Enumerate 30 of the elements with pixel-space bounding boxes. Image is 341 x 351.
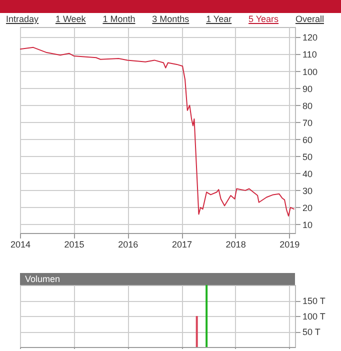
y-tick-label: 20	[302, 202, 313, 213]
y-tick-label: 120	[302, 32, 318, 43]
text: Intraday	[6, 14, 39, 26]
line-series	[20, 46, 295, 216]
text: 1 Year	[206, 14, 232, 26]
x-tick-label: 2017	[172, 240, 192, 250]
chart-title: Volumen	[20, 273, 295, 285]
y-tick-label: 150 T	[302, 296, 326, 306]
x-tick-label: 2016	[118, 240, 138, 250]
text: 5 Years	[248, 14, 279, 26]
y-tick-label: 10	[302, 220, 313, 230]
text: Overall	[295, 14, 324, 26]
y-tick-label: 110	[302, 50, 317, 60]
y-tick-label: 60	[302, 134, 313, 145]
y-tick-label: 50 T	[302, 327, 321, 337]
y-tick-label: 40	[302, 168, 313, 179]
x-tick-label: 2015	[64, 240, 84, 250]
y-tick-label: 100	[302, 66, 318, 77]
y-tick-label: 80	[302, 100, 313, 111]
text: 1 Week	[55, 14, 86, 26]
text: 3 Months	[152, 14, 190, 26]
x-tick-label: 2018	[226, 240, 246, 250]
y-tick-label: 50	[302, 152, 313, 162]
y-tick-label: 30	[302, 186, 313, 196]
text: 1 Month	[102, 14, 136, 26]
x-tick-label: 2014	[10, 240, 31, 250]
y-tick-label: 90	[302, 84, 313, 94]
y-tick-label: 100 T	[302, 312, 326, 322]
x-tick-label: 2019	[280, 240, 300, 250]
y-tick-label: 70	[302, 118, 313, 128]
